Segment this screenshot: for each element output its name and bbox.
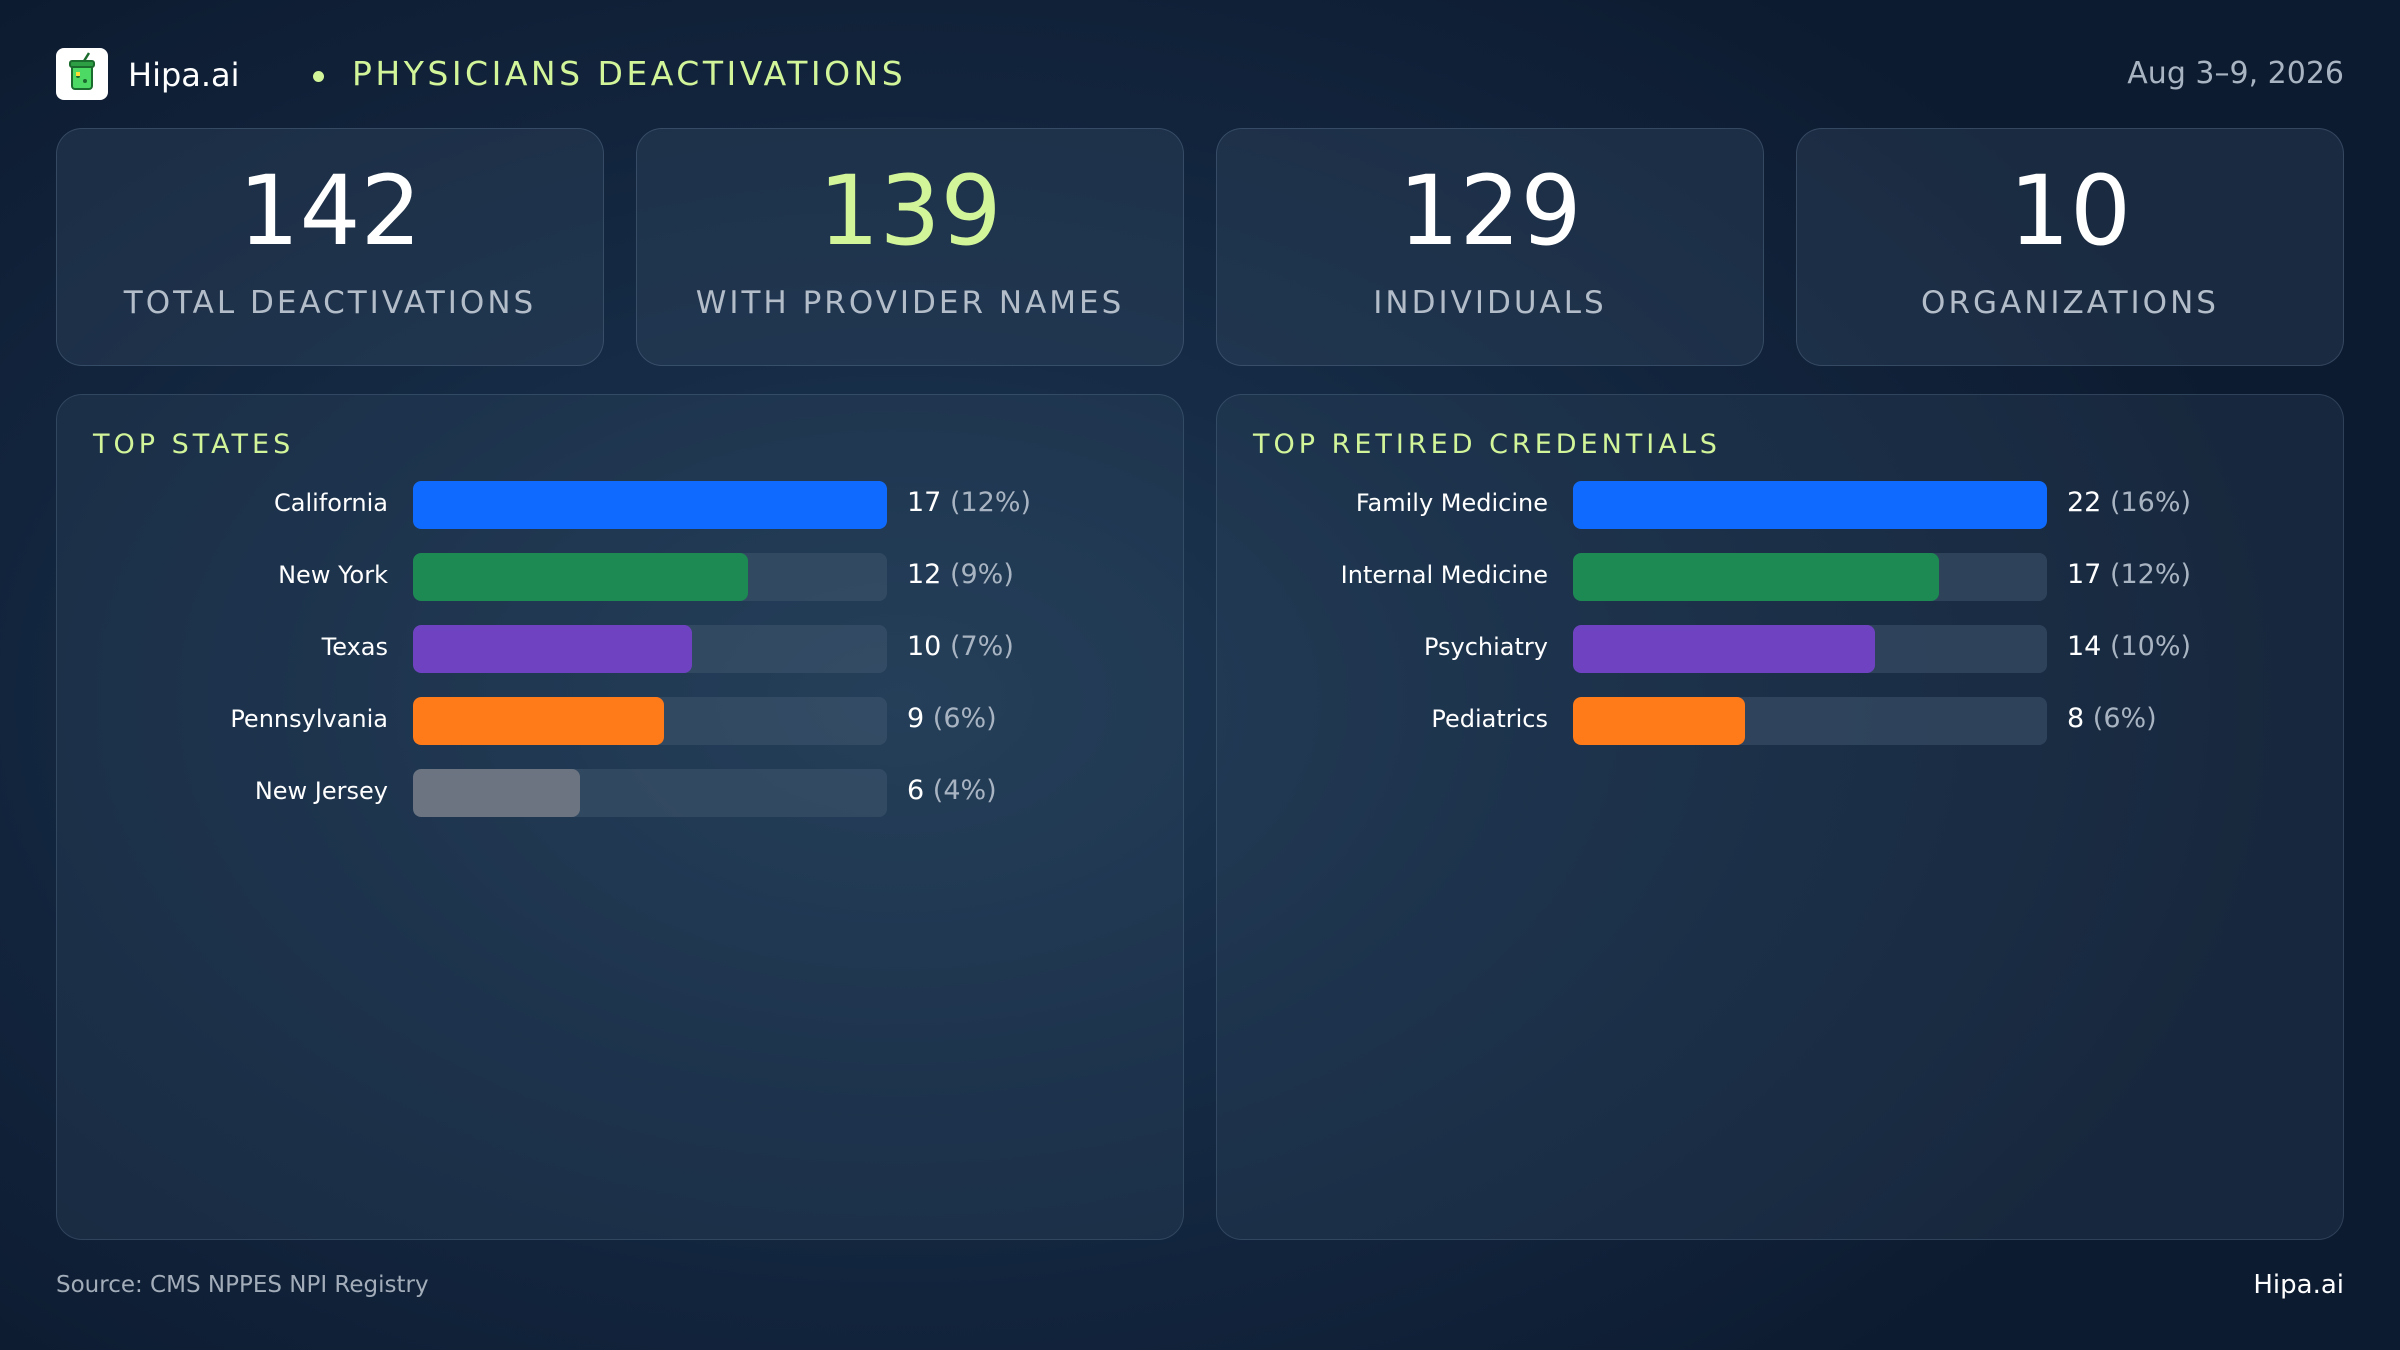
kpi-card-total: 142 TOTAL DEACTIVATIONS: [56, 128, 604, 366]
bar-category-label: New York: [278, 561, 388, 589]
bar-count: 14: [2067, 631, 2102, 662]
kpi-label: TOTAL DEACTIVATIONS: [123, 285, 537, 321]
bar-percent: (10%): [2109, 631, 2192, 662]
kpi-card-individuals: 129 INDIVIDUALS: [1216, 128, 1764, 366]
bar-category-label: Texas: [321, 633, 388, 661]
bar-percent: (9%): [949, 559, 1014, 590]
bar-percent: (6%): [2092, 703, 2157, 734]
report-title: PHYSICIANS DEACTIVATIONS: [352, 54, 907, 93]
bar-track: [413, 625, 887, 673]
kpi-value: 142: [238, 155, 422, 267]
bar-track: [1573, 625, 2047, 673]
top-credentials-panel: TOP RETIRED CREDENTIALS Family Medicine 2…: [1216, 394, 2344, 1240]
bar-count: 6: [907, 775, 925, 806]
bar-category-label: Pediatrics: [1431, 705, 1548, 733]
kpi-value: 139: [818, 155, 1002, 267]
bar-track: [413, 481, 887, 529]
bar-row: Internal Medicine 17 (12%): [1217, 553, 2343, 601]
bar-percent: (12%): [949, 487, 1032, 518]
bar: [413, 625, 692, 673]
kpi-value: 129: [1398, 155, 1582, 267]
kpi-value: 10: [2008, 155, 2132, 267]
kpi-label: ORGANIZATIONS: [1921, 285, 2219, 321]
bar-percent: (12%): [2109, 559, 2192, 590]
bar-category-label: California: [274, 489, 388, 517]
bar-count: 17: [907, 487, 942, 518]
bar-track: [1573, 481, 2047, 529]
bar-row: Texas 10 (7%): [57, 625, 1183, 673]
bar-track: [413, 553, 887, 601]
separator-dot: [313, 71, 324, 82]
bar-percent: (6%): [932, 703, 997, 734]
brand-name: Hipa.ai: [128, 56, 240, 94]
bar-value-label: 14 (10%): [2067, 631, 2191, 662]
bar: [413, 697, 664, 745]
bar: [413, 553, 748, 601]
panel-title: TOP STATES: [93, 429, 295, 460]
bar-track: [1573, 697, 2047, 745]
source-note: Source: CMS NPPES NPI Registry: [56, 1272, 429, 1298]
panel-title: TOP RETIRED CREDENTIALS: [1253, 429, 1721, 460]
bar-category-label: Psychiatry: [1423, 633, 1548, 661]
bar-value-label: 6 (4%): [907, 775, 997, 806]
bar-category-label: New Jersey: [254, 777, 388, 805]
kpi-label: WITH PROVIDER NAMES: [695, 285, 1125, 321]
bar: [1573, 625, 1875, 673]
bar-value-label: 9 (6%): [907, 703, 997, 734]
bar-category-label: Pennsylvania: [230, 705, 388, 733]
bar: [1573, 697, 1746, 745]
bar-row: Family Medicine 22 (16%): [1217, 481, 2343, 529]
kpi-label: INDIVIDUALS: [1373, 285, 1607, 321]
bar-percent: (4%): [932, 775, 997, 806]
bar-value-label: 22 (16%): [2067, 487, 2191, 518]
bar-value-label: 8 (6%): [2067, 703, 2157, 734]
app-logo: [56, 48, 108, 100]
bar-row: Pennsylvania 9 (6%): [57, 697, 1183, 745]
bar: [413, 769, 581, 817]
bar-category-label: Family Medicine: [1355, 489, 1548, 517]
bar-percent: (16%): [2109, 487, 2192, 518]
kpi-card-organizations: 10 ORGANIZATIONS: [1796, 128, 2344, 366]
date-range: Aug 3–9, 2026: [2127, 56, 2344, 91]
bar: [1573, 481, 2047, 529]
bar: [413, 481, 887, 529]
bar-count: 9: [907, 703, 925, 734]
bar-value-label: 17 (12%): [2067, 559, 2191, 590]
footer-brand: Hipa.ai: [2253, 1270, 2344, 1300]
header: Hipa.ai PHYSICIANS DEACTIVATIONS Aug 3–9…: [56, 46, 2344, 102]
bar-track: [413, 769, 887, 817]
bar-row: New York 12 (9%): [57, 553, 1183, 601]
bar-count: 17: [2067, 559, 2102, 590]
kpi-card-with-names: 139 WITH PROVIDER NAMES: [636, 128, 1184, 366]
bar: [1573, 553, 1940, 601]
bar-category-label: Internal Medicine: [1340, 561, 1548, 589]
top-states-panel: TOP STATES California 17 (12%) New York 12 …: [56, 394, 1184, 1240]
cup-icon: [69, 52, 95, 90]
bar-row: Psychiatry 14 (10%): [1217, 625, 2343, 673]
bar-row: New Jersey 6 (4%): [57, 769, 1183, 817]
bar-row: California 17 (12%): [57, 481, 1183, 529]
bar-value-label: 10 (7%): [907, 631, 1014, 662]
bar-track: [413, 697, 887, 745]
bar-track: [1573, 553, 2047, 601]
bar-value-label: 12 (9%): [907, 559, 1014, 590]
bar-count: 12: [907, 559, 942, 590]
bar-value-label: 17 (12%): [907, 487, 1031, 518]
bar-count: 8: [2067, 703, 2085, 734]
bar-count: 10: [907, 631, 942, 662]
bar-count: 22: [2067, 487, 2102, 518]
bar-percent: (7%): [949, 631, 1014, 662]
bar-row: Pediatrics 8 (6%): [1217, 697, 2343, 745]
